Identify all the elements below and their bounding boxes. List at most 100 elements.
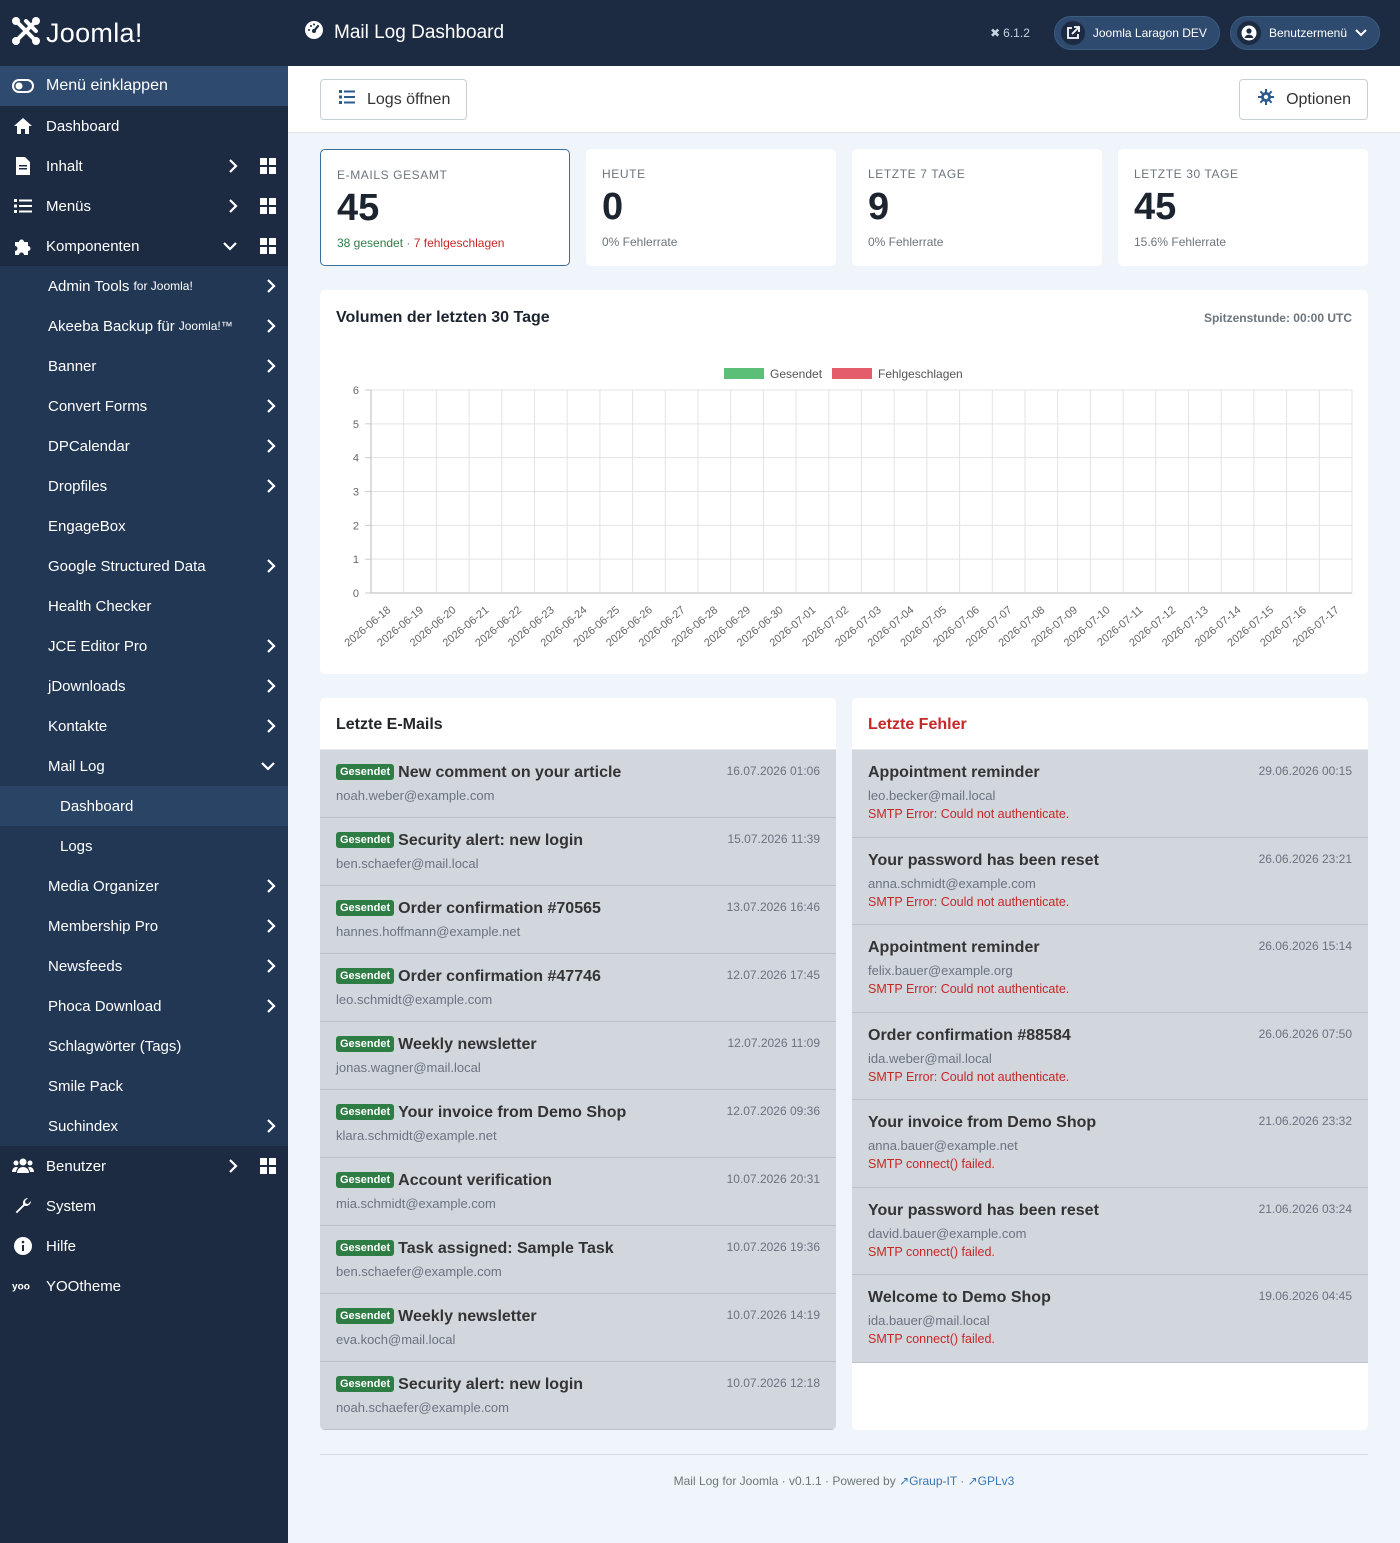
error-date: 21.06.2026 23:32 [1258, 1114, 1352, 1128]
sidebar-item-label: JCE Editor Pro [48, 637, 148, 655]
sidebar-item-yootheme[interactable]: yoo YOOtheme [0, 1266, 288, 1306]
stat-sub: 0% Fehlerrate [868, 235, 944, 249]
sidebar-item-suffix: for Joomla! [133, 279, 193, 293]
options-button[interactable]: Optionen [1239, 79, 1368, 120]
sidebar-item-men-s[interactable]: Menüs [0, 186, 288, 226]
sidebar-item-convert-forms[interactable]: Convert Forms [0, 386, 288, 426]
sidebar-item-benutzer[interactable]: Benutzer [0, 1146, 288, 1186]
dashboard-grid-icon[interactable] [260, 238, 276, 258]
sidebar-item-dashboard[interactable]: Dashboard [0, 106, 288, 146]
graup-it-link[interactable]: ↗Graup-IT [899, 1474, 957, 1488]
sidebar-item-media-organizer[interactable]: Media Organizer [0, 866, 288, 906]
error-list-item[interactable]: Welcome to Demo Shop ida.bauer@mail.local… [852, 1275, 1368, 1363]
status-badge: Gesendet [336, 1172, 395, 1188]
sidebar-item-kontakte[interactable]: Kontakte [0, 706, 288, 746]
mail-list-item[interactable]: Gesendet Weekly newsletter jonas.wagner@ma… [320, 1022, 836, 1090]
status-badge: Gesendet [336, 1104, 395, 1120]
chevron-right-icon [266, 558, 276, 578]
sidebar-item-label: Benutzer [46, 1157, 107, 1175]
error-message: SMTP connect() failed. [868, 1332, 995, 1346]
brand[interactable]: Joomla! [0, 0, 288, 66]
user-menu-button[interactable]: Benutzermenü [1229, 16, 1380, 50]
error-list-item[interactable]: Order confirmation #88584 ida.weber@mail.… [852, 1012, 1368, 1100]
chevron-right-icon [266, 438, 276, 458]
status-badge: Gesendet [336, 1308, 395, 1324]
sidebar-item-komponenten[interactable]: Komponenten [0, 226, 288, 266]
sidebar-item-label: jDownloads [48, 677, 126, 695]
external-link-icon: ↗ [899, 1474, 910, 1488]
sidebar-item-membership-pro[interactable]: Membership Pro [0, 906, 288, 946]
mail-subject: Security alert: new login [398, 832, 584, 849]
sidebar-item-engagebox[interactable]: EngageBox [0, 506, 288, 546]
mail-list-item[interactable]: Gesendet Security alert: new login ben.sch… [320, 818, 836, 886]
sidebar-item-dropfiles[interactable]: Dropfiles [0, 466, 288, 506]
error-list-item[interactable]: Your password has been reset david.bauer@… [852, 1187, 1368, 1275]
mail-list-item[interactable]: Gesendet Account verification mia.schmidt@… [320, 1158, 836, 1226]
mail-list-item[interactable]: Gesendet Order confirmation #70565 hannes.… [320, 886, 836, 954]
mail-subject: Weekly newsletter [398, 1308, 537, 1325]
sidebar-item-jce-editor-pro[interactable]: JCE Editor Pro [0, 626, 288, 666]
sidebar-item-admin-tools[interactable]: Admin Tools for Joomla! [0, 266, 288, 306]
mail-subject: Security alert: new login [398, 1376, 584, 1393]
sidebar-item-hilfe[interactable]: Hilfe [0, 1226, 288, 1266]
collapse-menu-toggle[interactable]: Menü einklappen [0, 66, 288, 106]
sidebar-item-mail-log-dashboard[interactable]: Dashboard [0, 786, 288, 826]
error-list-item[interactable]: Your password has been reset anna.schmidt… [852, 837, 1368, 925]
open-logs-button[interactable]: Logs öffnen [320, 79, 468, 120]
sidebar-item-newsfeeds[interactable]: Newsfeeds [0, 946, 288, 986]
site-link-button[interactable]: Joomla Laragon DEV [1053, 16, 1220, 50]
sidebar: Joomla! Menü einklappen Dashboard Inhalt M… [0, 0, 288, 1543]
dashboard-grid-icon[interactable] [260, 158, 276, 178]
yootheme-icon: yoo [12, 1275, 34, 1297]
stat-value: 0 [602, 186, 624, 228]
mail-subject: Weekly newsletter [398, 1036, 537, 1053]
users-icon [12, 1155, 34, 1177]
sidebar-item-label: Kontakte [48, 717, 108, 735]
y-tick-label: 2 [353, 520, 359, 532]
status-badge: Gesendet [336, 1376, 395, 1392]
sidebar-item-banner[interactable]: Banner [0, 346, 288, 386]
mail-subject: New comment on your article [398, 764, 622, 781]
dashboard-grid-icon[interactable] [260, 198, 276, 218]
license-link[interactable]: ↗GPLv3 [968, 1474, 1015, 1488]
mail-date: 15.07.2026 11:39 [727, 832, 820, 846]
sidebar-item-dpcalendar[interactable]: DPCalendar [0, 426, 288, 466]
sidebar-item-smile-pack[interactable]: Smile Pack [0, 1066, 288, 1106]
sidebar-item-label: System [46, 1197, 97, 1215]
footer-separator: · [956, 1474, 968, 1488]
error-subject: Order confirmation #88584 [868, 1026, 1071, 1044]
sidebar-item-label: Google Structured Data [48, 557, 206, 575]
error-list-item[interactable]: Appointment reminder felix.bauer@example.… [852, 925, 1368, 1013]
mail-list-item[interactable]: Gesendet New comment on your article noah.… [320, 750, 836, 818]
stat-card-7days: Letzte 7 Tage 9 0% Fehlerrate [852, 149, 1102, 266]
sidebar-item-health-checker[interactable]: Health Checker [0, 586, 288, 626]
mail-list-item[interactable]: Gesendet Security alert: new login noah.sc… [320, 1362, 836, 1430]
error-message: SMTP connect() failed. [868, 1244, 995, 1259]
sidebar-item-mail-log[interactable]: Mail Log [0, 746, 288, 786]
sidebar-item-suchindex[interactable]: Suchindex [0, 1106, 288, 1146]
sidebar-item-inhalt[interactable]: Inhalt [0, 146, 288, 186]
sidebar-item-schlagw-rter-tags[interactable]: Schlagwörter (Tags) [0, 1026, 288, 1066]
mail-list-item[interactable]: Gesendet Your invoice from Demo Shop klara… [320, 1090, 836, 1158]
joomla-logo-icon [10, 15, 42, 52]
mail-list-item[interactable]: Gesendet Order confirmation #47746 leo.sch… [320, 954, 836, 1022]
dashboard-grid-icon[interactable] [260, 1158, 276, 1178]
stat-value: 45 [337, 187, 380, 229]
sidebar-item-phoca-download[interactable]: Phoca Download [0, 986, 288, 1026]
sidebar-item-google-structured-data[interactable]: Google Structured Data [0, 546, 288, 586]
sidebar-item-akeeba-backup-f-r[interactable]: Akeeba Backup für Joomla!™ [0, 306, 288, 346]
mail-list-item[interactable]: Gesendet Task assigned: Sample Task ben.sc… [320, 1226, 836, 1294]
chevron-down-icon [260, 758, 276, 775]
stat-label: Letzte 7 Tage [868, 167, 966, 181]
error-list-item[interactable]: Your invoice from Demo Shop anna.bauer@ex… [852, 1100, 1368, 1188]
sidebar-item-jdownloads[interactable]: jDownloads [0, 666, 288, 706]
error-list-item[interactable]: Appointment reminder leo.becker@mail.loca… [852, 750, 1368, 838]
mail-list-item[interactable]: Gesendet Weekly newsletter eva.koch@mail.l… [320, 1294, 836, 1362]
stat-sub: 15.6% Fehlerrate [1134, 235, 1227, 249]
chevron-down-icon [222, 238, 238, 255]
collapse-label: Menü einklappen [46, 77, 168, 94]
sidebar-item-label: Health Checker [48, 597, 152, 615]
sidebar-item-system[interactable]: System [0, 1186, 288, 1226]
status-badge: Gesendet [336, 968, 395, 984]
sidebar-item-mail-log-logs[interactable]: Logs [0, 826, 288, 866]
